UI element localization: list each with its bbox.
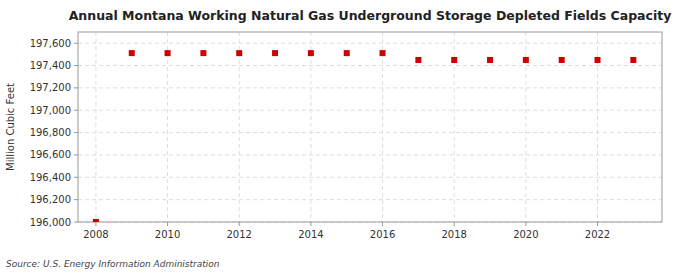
point (308, 50, 314, 56)
x-tick (310, 222, 311, 226)
x-tick-label: 2010 (155, 229, 180, 240)
y-tick-label: 196,000 (30, 217, 71, 228)
x-tick-label: 2012 (227, 229, 252, 240)
grid-line-y (78, 177, 662, 178)
y-tick-label: 196,600 (30, 149, 71, 160)
point (165, 50, 171, 56)
x-tick (95, 222, 96, 226)
chart: 196,000 196,200 196,400 196,600 196,800 197,0… (0, 0, 675, 275)
point (200, 50, 206, 56)
x-tick (454, 222, 455, 226)
x-tick-label: 2022 (585, 229, 610, 240)
point (523, 57, 529, 63)
x-tick (597, 222, 598, 226)
grid (78, 32, 662, 222)
y-tick (74, 132, 78, 133)
y-tick-label: 196,200 (30, 194, 71, 205)
x-tick (239, 222, 240, 226)
y-axis: 196,000 196,200 196,400 196,600 196,800 197,0… (30, 38, 78, 228)
y-tick (74, 199, 78, 200)
y-tick (74, 110, 78, 111)
grid-line-x (382, 32, 383, 222)
grid-line-y (78, 87, 662, 88)
y-tick-label: 197,600 (30, 38, 71, 49)
y-tick (74, 154, 78, 155)
point (487, 57, 493, 63)
y-axis-label: Million Cubic Feet (5, 83, 16, 171)
grid-line-y (78, 110, 662, 111)
grid-line-y (78, 43, 662, 44)
point (630, 57, 636, 63)
grid-line-x (239, 32, 240, 222)
x-tick (382, 222, 383, 226)
grid-line-y (78, 132, 662, 133)
grid-line-x (95, 32, 96, 222)
point (93, 219, 99, 222)
point (559, 57, 565, 63)
x-tick-label: 2014 (298, 229, 323, 240)
y-tick-label: 197,400 (30, 60, 71, 71)
point (236, 50, 242, 56)
y-tick (74, 222, 78, 223)
x-tick-label: 2018 (441, 229, 466, 240)
source-note: Source: U.S. Energy Information Administ… (6, 259, 220, 269)
x-tick-label: 2008 (83, 229, 108, 240)
point (344, 50, 350, 56)
point (451, 57, 457, 63)
y-tick-label: 196,400 (30, 172, 71, 183)
x-axis: 2008 2010 2012 2014 2016 2018 2020 2022 (83, 222, 610, 240)
y-tick-label: 196,800 (30, 127, 71, 138)
y-tick (74, 177, 78, 178)
y-tick-label: 197,000 (30, 105, 71, 116)
y-tick (74, 43, 78, 44)
plot-frame (78, 32, 662, 222)
x-tick-label: 2016 (370, 229, 395, 240)
y-tick-label: 197,200 (30, 82, 71, 93)
grid-line-x (167, 32, 168, 222)
x-tick (525, 222, 526, 226)
grid-line-x (310, 32, 311, 222)
grid-line-y (78, 65, 662, 66)
point (415, 57, 421, 63)
y-tick (74, 65, 78, 66)
x-tick (167, 222, 168, 226)
grid-line-y (78, 154, 662, 155)
points (93, 50, 636, 222)
grid-line-y (78, 199, 662, 200)
point (129, 50, 135, 56)
point (595, 57, 601, 63)
title: Annual Montana Working Natural Gas Under… (69, 8, 672, 23)
point (380, 50, 386, 56)
y-tick (74, 87, 78, 88)
point (272, 50, 278, 56)
x-tick-label: 2020 (513, 229, 538, 240)
